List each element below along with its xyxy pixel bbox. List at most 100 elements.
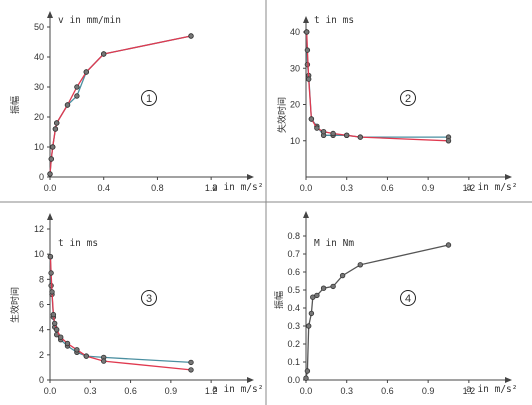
- y-tick-label: 0: [39, 375, 44, 385]
- panel-number-badge: [400, 290, 416, 306]
- x-tick-label: 0.6: [381, 183, 394, 193]
- series-line-1: [305, 244, 449, 379]
- data-point: [74, 93, 80, 99]
- x-tick-label: 1.2: [463, 183, 476, 193]
- y-tick-label: 2: [39, 350, 44, 360]
- y-tick-label: 0: [39, 172, 44, 182]
- panel-number-badge: [400, 90, 416, 106]
- x-tick-label: 0.8: [151, 183, 164, 193]
- y-tick-label: 0.8: [287, 231, 300, 241]
- panel-number-label: 3: [146, 293, 152, 305]
- y-tick-label: 0.1: [287, 357, 300, 367]
- y-axis-side-label: 失效时间: [276, 97, 288, 133]
- series-line-1: [49, 35, 192, 175]
- x-tick-label: 0.3: [340, 183, 353, 193]
- y-axis-arrow: [47, 213, 53, 220]
- y-axis-title: t in ms: [314, 15, 354, 26]
- y-tick-label: 0.4: [287, 303, 300, 313]
- data-point: [83, 353, 89, 359]
- chart-panel-1: 0 10 20 30 40 50 0.0 0.4 0.8 1.2 v in mm/min 振幅 a in…: [9, 11, 263, 193]
- data-point: [314, 292, 320, 299]
- y-axis-title: v in mm/min: [58, 15, 121, 26]
- data-point: [304, 368, 311, 374]
- x-tick-label: 0.9: [422, 386, 435, 396]
- x-axis-arrow: [247, 174, 254, 180]
- x-axis-arrow: [505, 174, 512, 180]
- y-tick-label: 40: [34, 52, 44, 62]
- x-axis-title: a in m/s²: [466, 384, 517, 395]
- panel-number-label: 1: [146, 93, 152, 105]
- chart-panel-3: 0 2 4 6 8 10 12 0.0 0.3 0.6 0.9 1.2 t in ms 生效时间 a in …: [9, 213, 263, 396]
- data-point: [303, 375, 309, 381]
- data-point: [100, 358, 107, 364]
- y-tick-label: 20: [34, 112, 44, 122]
- x-axis-title: a in m/s²: [212, 182, 263, 193]
- y-axis-side-label: 生效时间: [9, 287, 21, 323]
- data-point: [188, 359, 194, 366]
- x-tick-label: 0.9: [165, 386, 178, 396]
- data-point: [54, 120, 60, 126]
- data-point: [357, 134, 363, 140]
- data-point: [320, 128, 327, 135]
- data-point: [47, 254, 54, 260]
- y-axis-arrow: [47, 11, 53, 18]
- data-point: [304, 29, 310, 35]
- y-tick-label: 40: [290, 27, 300, 37]
- y-tick-label: 30: [290, 63, 300, 73]
- x-tick-label: 0.4: [97, 183, 110, 193]
- y-tick-label: 8: [39, 274, 44, 284]
- x-tick-label: 0.9: [422, 183, 435, 193]
- x-tick-label: 0.3: [340, 386, 353, 396]
- y-axis-title: M in Nm: [314, 238, 354, 249]
- y-tick-label: 30: [34, 82, 44, 92]
- panel-number-label: 2: [405, 93, 411, 105]
- x-tick-label: 1.2: [205, 183, 218, 193]
- data-point: [445, 242, 452, 248]
- data-point: [50, 311, 57, 318]
- y-axis-side-label: 振幅: [273, 291, 285, 309]
- data-point: [52, 320, 58, 327]
- data-point: [308, 310, 315, 317]
- data-point: [344, 132, 350, 138]
- data-point: [48, 270, 54, 276]
- y-axis-arrow: [303, 16, 309, 23]
- y-axis-side-label: 振幅: [9, 96, 21, 114]
- data-point: [58, 334, 64, 340]
- data-point: [74, 84, 80, 90]
- data-point: [188, 367, 194, 373]
- y-tick-label: 10: [34, 142, 44, 152]
- x-tick-label: 1.2: [463, 386, 476, 396]
- x-axis-title: a in m/s²: [466, 182, 517, 193]
- x-tick-label: 0.6: [124, 386, 137, 396]
- data-point: [100, 51, 107, 57]
- x-tick-label: 0.0: [300, 386, 313, 396]
- y-tick-label: 0.7: [287, 249, 300, 259]
- panel-number-label: 4: [405, 293, 411, 305]
- data-point: [357, 262, 363, 268]
- y-tick-label: 0.3: [287, 321, 300, 331]
- x-tick-label: 0.3: [84, 386, 97, 396]
- panel-number-badge: [141, 90, 157, 106]
- y-tick-label: 10: [290, 136, 300, 146]
- data-point: [64, 340, 71, 347]
- x-axis-arrow: [247, 377, 254, 383]
- series-line-2: [306, 31, 449, 142]
- y-tick-label: 20: [290, 100, 300, 110]
- y-tick-label: 50: [34, 22, 44, 32]
- data-point: [48, 156, 54, 162]
- panel-number-badge: [141, 290, 157, 306]
- data-point: [49, 289, 55, 295]
- y-tick-label: 10: [34, 249, 44, 259]
- data-point: [304, 47, 311, 53]
- y-tick-label: 0.6: [287, 267, 300, 277]
- series-line-1: [306, 31, 449, 138]
- x-tick-label: 0.0: [44, 386, 57, 396]
- x-tick-label: 0.0: [44, 183, 57, 193]
- data-point: [445, 138, 452, 144]
- y-tick-label: 0.2: [287, 339, 300, 349]
- data-point: [306, 323, 312, 329]
- data-point: [83, 69, 89, 75]
- y-axis-arrow: [303, 211, 309, 218]
